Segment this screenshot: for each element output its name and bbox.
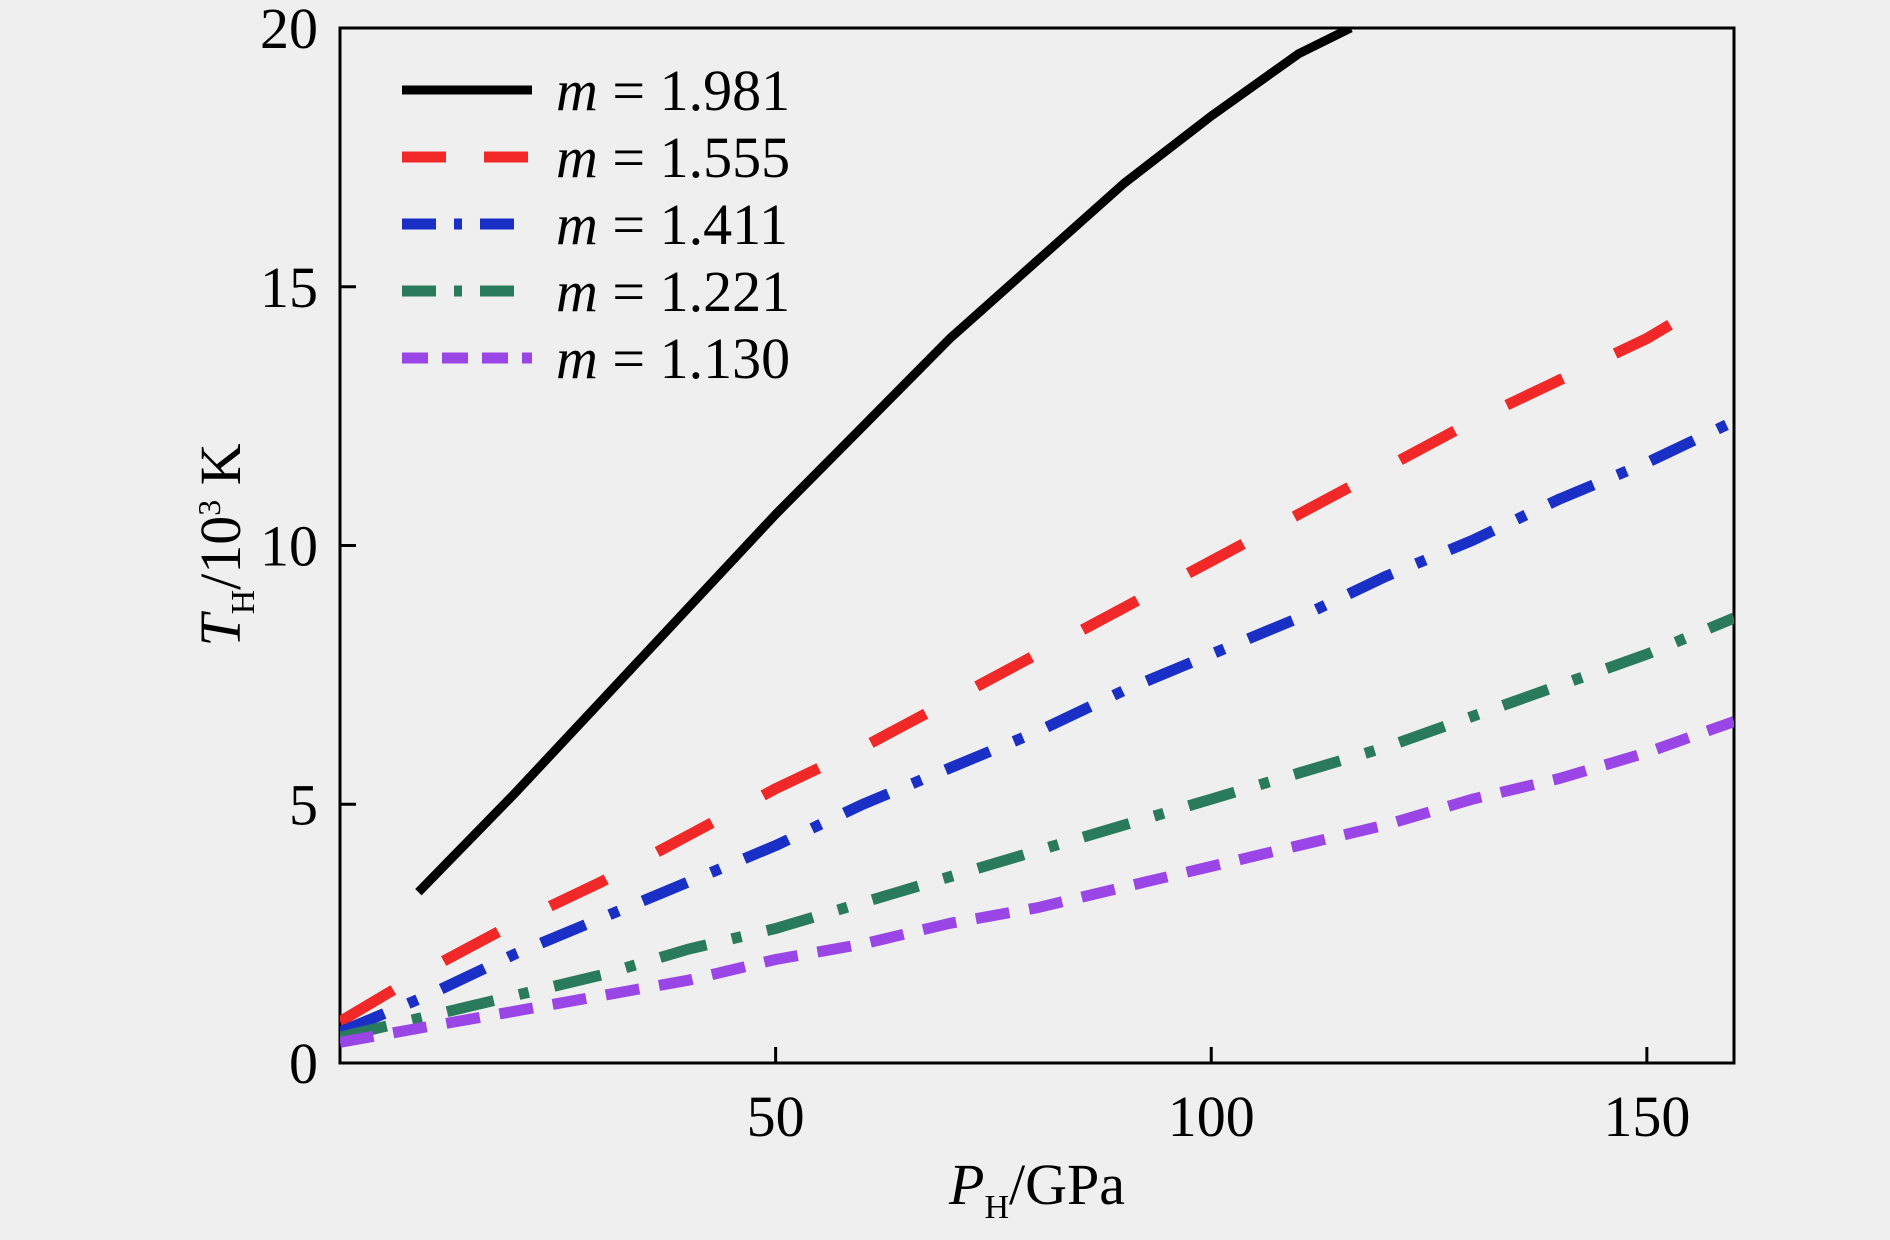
y-tick-label: 10: [260, 514, 318, 579]
y-tick-label: 0: [289, 1031, 318, 1096]
y-tick-label: 15: [260, 255, 318, 320]
series-line-3: [340, 416, 1734, 1038]
legend-label-5: m = 1.130: [556, 326, 790, 391]
legend-label-2: m = 1.555: [556, 125, 790, 190]
y-axis-title: TH/103 K: [188, 443, 262, 646]
x-axis-ticks: 50 100 150: [747, 1047, 1690, 1149]
x-tick-label: 100: [1168, 1084, 1255, 1149]
series-group: [340, 28, 1734, 1048]
series-line-5: [340, 716, 1734, 1048]
series-line-2: [340, 307, 1694, 1027]
legend-label-3: m = 1.411: [556, 192, 788, 257]
legend-label-1: m = 1.981: [556, 58, 790, 123]
legend-label-4: m = 1.221: [556, 259, 790, 324]
x-tick-label: 150: [1603, 1084, 1690, 1149]
x-axis-title: PH/GPa: [948, 1152, 1125, 1226]
y-axis-ticks: 0 5 10 15 20: [260, 0, 356, 1096]
y-tick-label: 5: [289, 772, 318, 837]
x-tick-label: 50: [747, 1084, 805, 1149]
series-line-1: [415, 28, 1353, 896]
y-tick-label: 20: [260, 0, 318, 61]
series-line-4: [340, 612, 1734, 1043]
